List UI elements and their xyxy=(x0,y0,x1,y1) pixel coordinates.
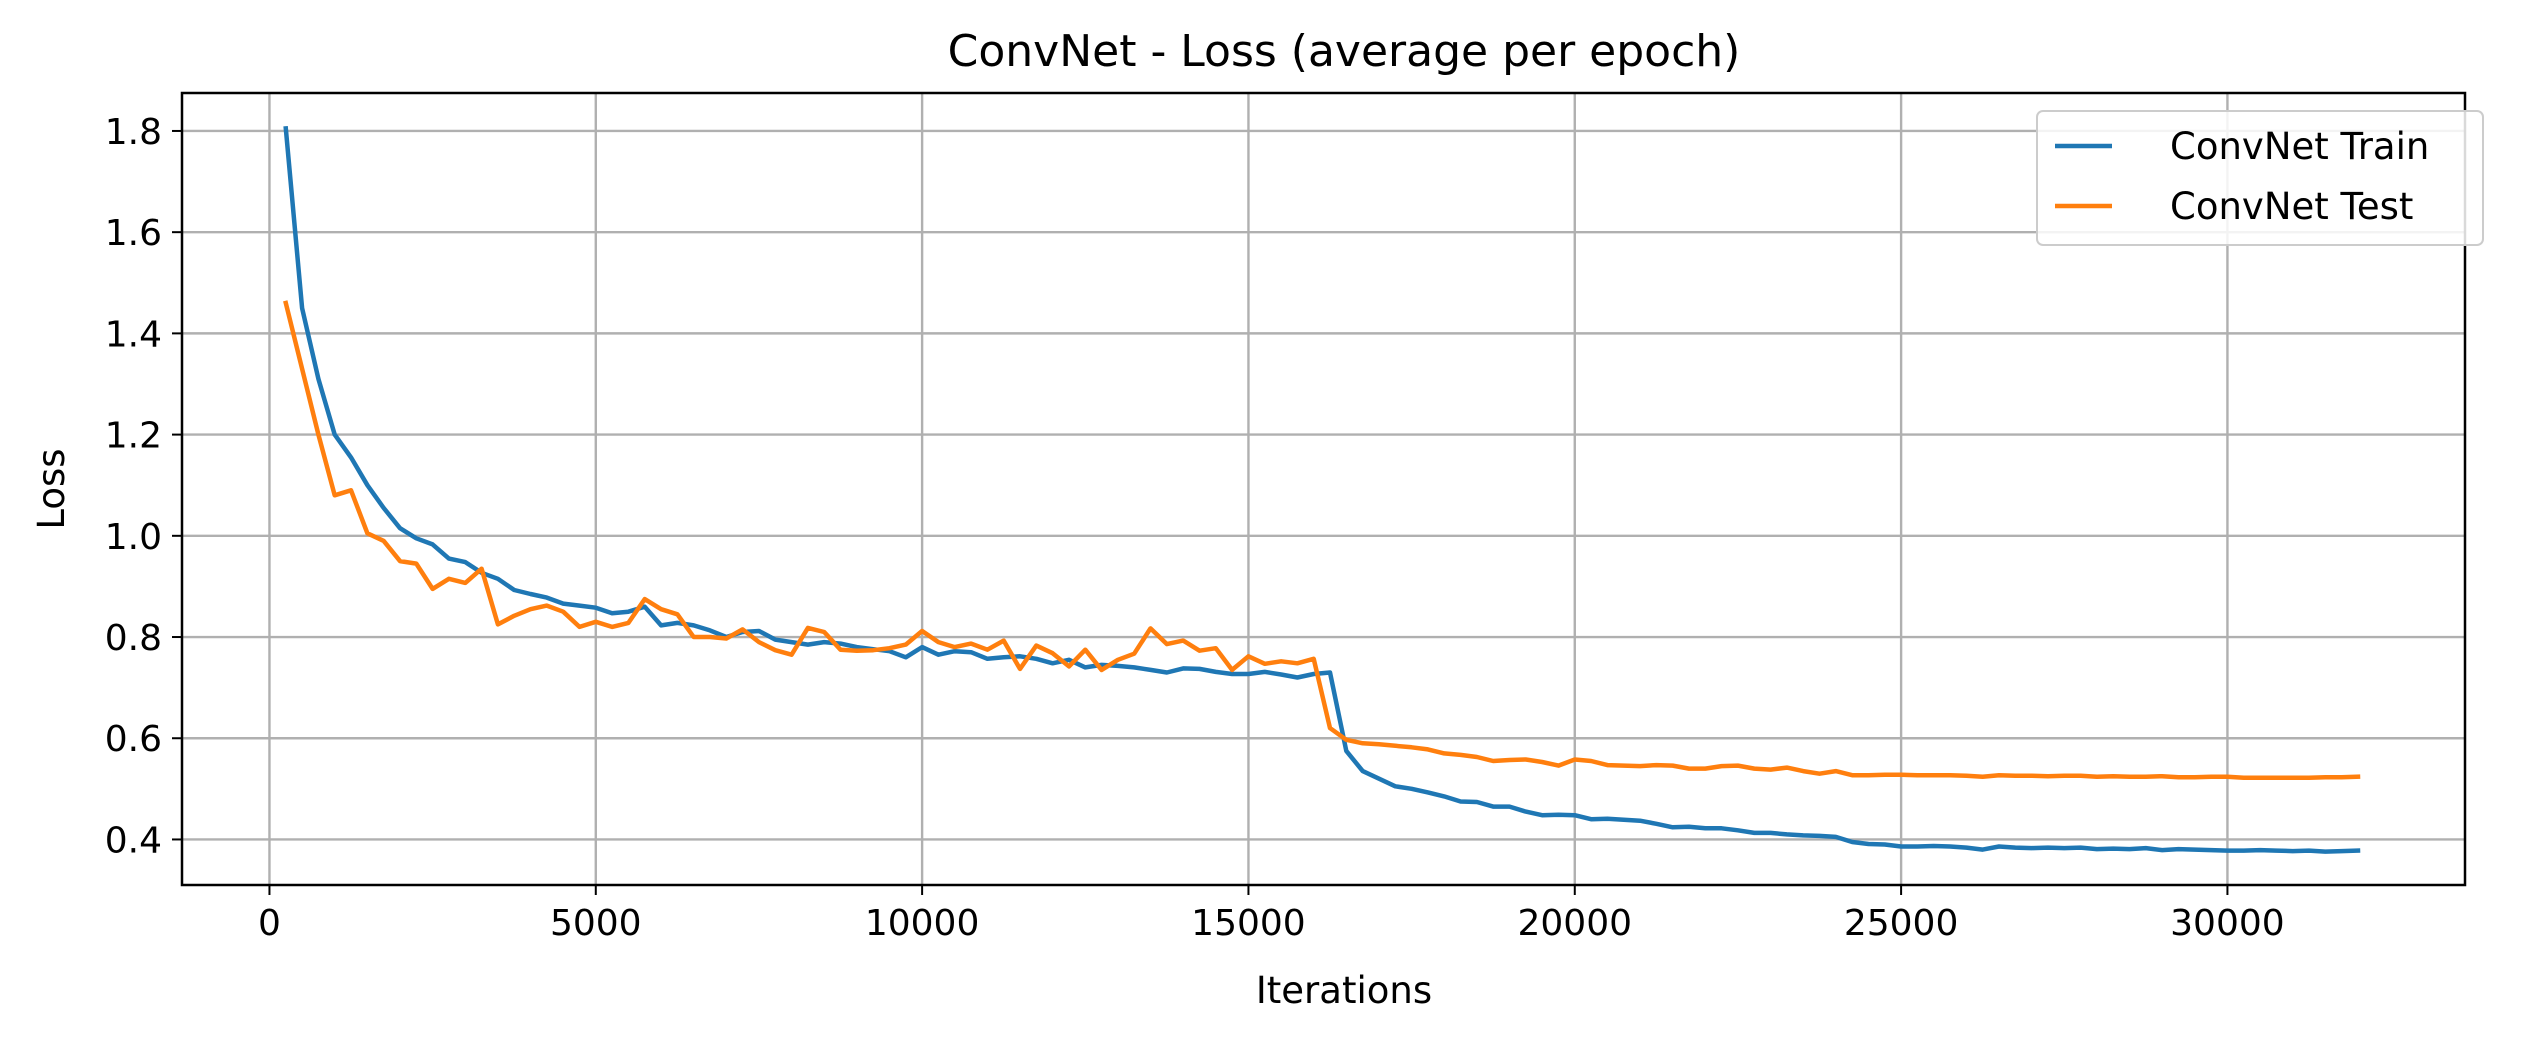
x-tick-label: 25000 xyxy=(1844,903,1959,944)
legend-label-test: ConvNet Test xyxy=(2170,185,2413,228)
y-tick-label: 1.6 xyxy=(105,213,162,254)
grid-lines xyxy=(182,93,2465,885)
x-axis-label: Iterations xyxy=(1256,969,1432,1012)
series-line-convnet-train xyxy=(283,125,2361,854)
y-tick-label: 0.6 xyxy=(105,719,162,760)
y-tick-label: 0.4 xyxy=(105,820,162,861)
y-tick-label: 0.8 xyxy=(105,618,162,659)
legend: ConvNet Train ConvNet Test xyxy=(2036,110,2484,246)
x-tick-label: 0 xyxy=(258,903,281,944)
x-tick-label: 30000 xyxy=(2170,903,2285,944)
y-tick-label: 1.2 xyxy=(105,416,162,457)
series-layer xyxy=(283,125,2361,854)
x-axis: 0 5000 10000 15000 20000 25000 30000 xyxy=(258,885,2285,944)
y-tick-label: 1.8 xyxy=(105,112,162,153)
y-axis: 0.4 0.6 0.8 1.0 1.2 1.4 1.6 1.8 xyxy=(105,112,182,861)
y-axis-label: Loss xyxy=(30,448,73,529)
x-tick-label: 20000 xyxy=(1518,903,1633,944)
legend-label-train: ConvNet Train xyxy=(2170,125,2429,168)
x-tick-label: 10000 xyxy=(865,903,980,944)
x-tick-label: 5000 xyxy=(550,903,642,944)
plot-frame xyxy=(180,91,2467,887)
y-tick-label: 1.4 xyxy=(105,314,162,355)
series-line-convnet-test xyxy=(283,300,2361,780)
y-tick-label: 1.0 xyxy=(105,517,162,558)
x-tick-label: 15000 xyxy=(1191,903,1306,944)
legend-box xyxy=(2036,110,2484,246)
chart-title: ConvNet - Loss (average per epoch) xyxy=(948,26,1741,77)
